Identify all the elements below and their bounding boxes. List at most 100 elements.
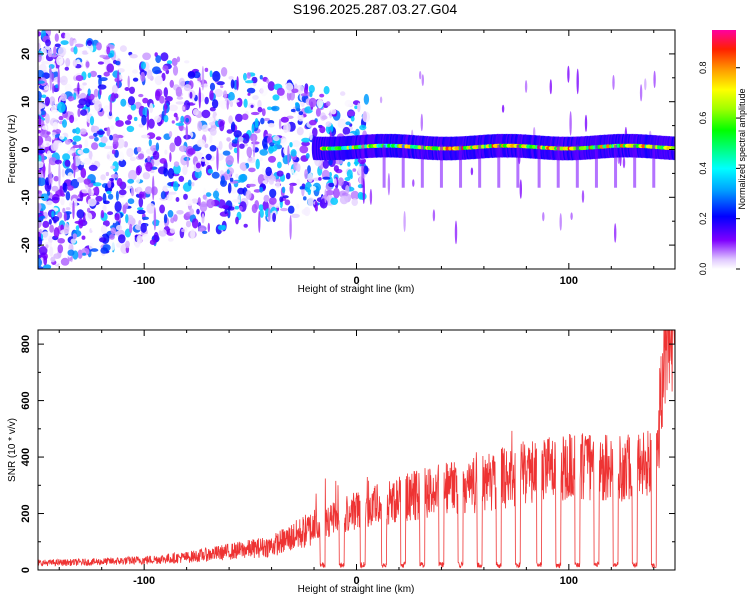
noise-blob	[185, 117, 190, 123]
noise-blob	[319, 126, 326, 134]
noise-blob	[128, 169, 137, 181]
noise-blob	[275, 181, 281, 189]
streak	[109, 96, 113, 115]
dropout-streak	[420, 144, 424, 188]
streak	[77, 82, 80, 95]
noise-blob	[72, 141, 77, 146]
spectrogram	[38, 30, 675, 269]
noise-blob	[241, 151, 245, 160]
noise-blob	[191, 182, 195, 187]
noise-blob	[137, 207, 144, 211]
noise-blob	[173, 126, 179, 138]
noise-blob	[309, 132, 313, 141]
noise-blob	[226, 169, 230, 175]
noise-blob	[81, 189, 90, 194]
noise-blob	[212, 70, 221, 82]
noise-blob	[112, 140, 119, 149]
noise-blob	[40, 129, 50, 139]
noise-blob	[119, 45, 127, 52]
noise-blob	[155, 90, 161, 101]
noise-blob	[74, 220, 84, 224]
noise-blob	[38, 246, 48, 256]
noise-blob	[88, 242, 94, 250]
noise-blob	[266, 135, 273, 144]
noise-blob	[126, 125, 135, 133]
noise-blob	[355, 128, 360, 137]
colorbar-tick-label: 0.4	[698, 162, 708, 175]
streak	[216, 147, 219, 171]
noise-blob	[91, 142, 99, 150]
noise-blob	[38, 177, 46, 187]
noise-blob	[175, 122, 185, 127]
noise-blob	[169, 104, 178, 112]
noise-blob	[189, 208, 194, 216]
noise-blob	[137, 153, 145, 160]
noise-blob	[303, 196, 307, 201]
noise-blob	[272, 94, 280, 101]
noise-blob	[141, 114, 147, 126]
noise-blob	[100, 247, 108, 254]
noise-blob	[298, 111, 304, 116]
noise-blob	[325, 121, 332, 127]
noise-blob	[124, 120, 132, 125]
noise-blob	[80, 109, 87, 116]
noise-blob	[347, 161, 351, 167]
noise-blob	[160, 191, 166, 200]
noise-blob	[87, 72, 92, 79]
noise-blob	[72, 144, 80, 149]
noise-blob	[218, 140, 223, 151]
noise-blob	[135, 177, 141, 184]
noise-blob	[65, 191, 71, 201]
noise-blob	[118, 234, 126, 244]
noise-blob	[63, 223, 70, 234]
noise-blob	[259, 157, 263, 162]
noise-blob	[204, 96, 209, 105]
streak	[432, 209, 436, 222]
noise-blob	[80, 190, 84, 202]
noise-blob	[62, 153, 71, 161]
noise-blob	[38, 31, 42, 37]
noise-blob	[234, 205, 240, 210]
noise-blob	[247, 157, 256, 164]
noise-blob	[58, 115, 64, 121]
noise-blob	[333, 187, 340, 199]
noise-blob	[286, 115, 294, 120]
x-tick-label: 100	[560, 275, 578, 287]
noise-blob	[38, 202, 42, 212]
noise-blob	[227, 209, 231, 219]
noise-blob	[98, 76, 102, 87]
noise-blob	[215, 115, 220, 121]
noise-blob	[93, 132, 98, 137]
noise-blob	[171, 57, 178, 67]
noise-blob	[142, 216, 149, 220]
streak	[169, 152, 172, 163]
noise-blob	[209, 89, 214, 101]
noise-blob	[204, 143, 209, 149]
streak	[315, 205, 318, 212]
noise-blob	[38, 90, 42, 101]
noise-blob	[159, 95, 165, 104]
noise-blob	[86, 43, 94, 54]
noise-blob	[293, 172, 298, 176]
noise-blob	[340, 91, 346, 96]
streak	[501, 104, 505, 113]
noise-blob	[181, 106, 186, 111]
snr-frame	[37, 329, 676, 571]
noise-blob	[138, 191, 145, 199]
noise-blob	[206, 198, 215, 209]
noise-blob	[297, 113, 304, 122]
noise-blob	[207, 117, 215, 122]
noise-blob	[290, 108, 296, 113]
noise-blob	[102, 59, 111, 65]
noise-blob	[129, 156, 136, 162]
noise-blob	[136, 146, 142, 153]
noise-blob	[79, 128, 87, 135]
noise-blob	[202, 194, 207, 200]
noise-blob	[72, 59, 78, 67]
noise-blob	[106, 154, 110, 160]
noise-blob	[89, 116, 95, 126]
noise-blob	[105, 171, 110, 177]
noise-blob	[126, 185, 133, 189]
noise-blob	[237, 187, 245, 195]
